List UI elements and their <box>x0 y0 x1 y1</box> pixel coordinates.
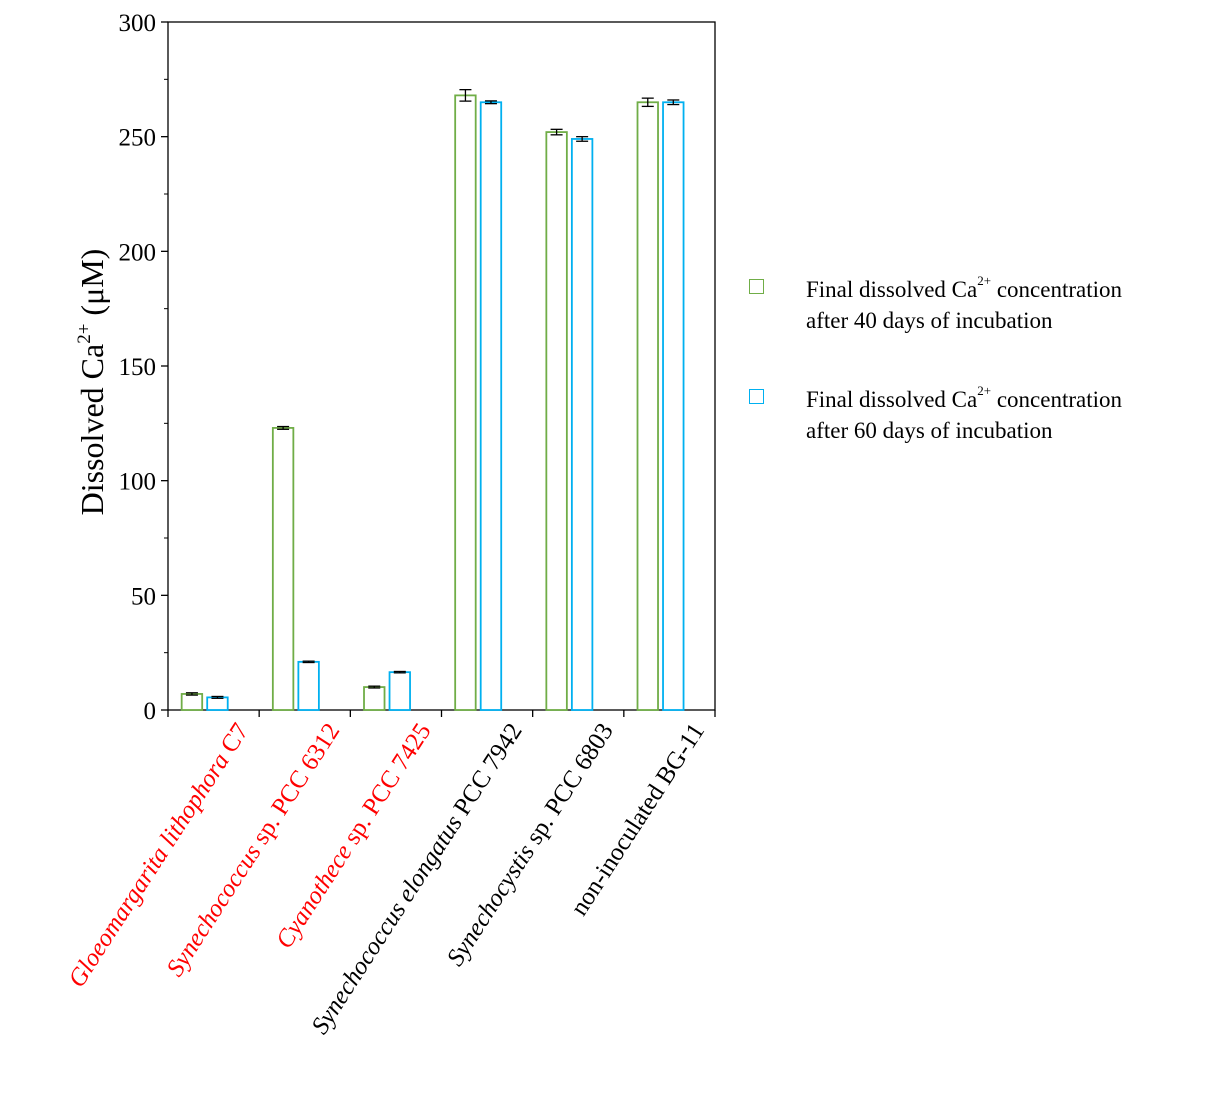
bar <box>271 427 295 711</box>
x-tick-label-part: sp. PCC 7425 <box>335 719 436 855</box>
x-tick-label-part: Gloeomargarita lithophora <box>63 748 235 992</box>
legend-label-40-days-line2: after 40 days of incubation <box>806 308 1053 333</box>
x-tick-label: Synechococcus sp. PCC 6312 <box>162 719 346 982</box>
legend-label-60-days-superscript: 2+ <box>977 383 992 398</box>
y-tick-label: 100 <box>119 469 157 496</box>
y-tick-label: 200 <box>119 239 157 266</box>
legend: Final dissolved Ca2+ concentration after… <box>740 268 1210 488</box>
y-tick-label: 300 <box>119 10 157 37</box>
legend-label-60-days-suffix: concentration <box>991 387 1122 412</box>
x-tick-label: Gloeomargarita lithophora C7 <box>63 719 254 993</box>
bar <box>180 693 204 711</box>
y-axis-label: Dissolved Ca2+ (μM) <box>74 249 110 516</box>
legend-swatch-60-days <box>749 389 764 404</box>
bar <box>454 94 477 711</box>
y-axis-label-superscript: 2+ <box>74 324 95 344</box>
bar <box>479 101 503 711</box>
legend-label-60-days-line2: after 60 days of incubation <box>806 418 1053 443</box>
legend-label-40-days-superscript: 2+ <box>977 273 992 288</box>
y-axis-label-group: Dissolved Ca2+ (μM) <box>74 249 110 516</box>
y-tick-label: 50 <box>131 583 156 610</box>
bar <box>206 696 229 711</box>
bar <box>570 138 594 711</box>
legend-label-60-days: Final dissolved Ca2+ concentration after… <box>806 384 1122 446</box>
legend-label-40-days: Final dissolved Ca2+ concentration after… <box>806 274 1122 336</box>
x-tick-label-part: PCC 7942 <box>445 719 527 826</box>
legend-label-40-days-suffix: concentration <box>991 277 1122 302</box>
bar <box>545 131 568 711</box>
bar <box>636 101 659 711</box>
bar <box>388 671 411 711</box>
x-axis: Gloeomargarita lithophora C7Synechococcu… <box>63 710 716 1039</box>
plot-area-border <box>167 21 716 711</box>
bar <box>363 686 386 711</box>
y-axis-label-unit: (μM) <box>74 249 110 324</box>
bars <box>180 94 685 711</box>
legend-label-60-days-main: Final dissolved Ca <box>806 387 978 412</box>
legend-swatch-40-days <box>749 279 764 294</box>
x-tick-label-part: sp. PCC 6312 <box>244 719 345 855</box>
error-bars <box>185 89 680 699</box>
y-tick-label: 150 <box>119 354 157 381</box>
legend-label-40-days-main: Final dissolved Ca <box>806 277 978 302</box>
y-axis: 0 50 100 150 200 250 300 <box>119 10 168 725</box>
legend-item-60-days: Final dissolved Ca2+ concentration after… <box>740 378 1210 488</box>
x-tick-label-part: Synechococcus <box>162 840 267 982</box>
y-tick-label: 0 <box>144 698 157 725</box>
y-tick-label: 250 <box>119 125 157 152</box>
plot-frame <box>167 21 716 711</box>
x-tick-label-part: Cyanothece <box>271 840 358 954</box>
legend-item-40-days: Final dissolved Ca2+ concentration after… <box>740 268 1210 378</box>
x-tick-label-part: Synechocystis <box>442 840 540 971</box>
x-tick-label: Cyanothece sp. PCC 7425 <box>271 719 437 954</box>
x-tick-label-part: sp. PCC 6803 <box>518 719 619 855</box>
bar <box>297 660 320 711</box>
bar <box>662 101 685 711</box>
y-axis-label-main: Dissolved Ca <box>74 344 110 516</box>
x-tick-label: Synechocystis sp. PCC 6803 <box>442 719 619 971</box>
